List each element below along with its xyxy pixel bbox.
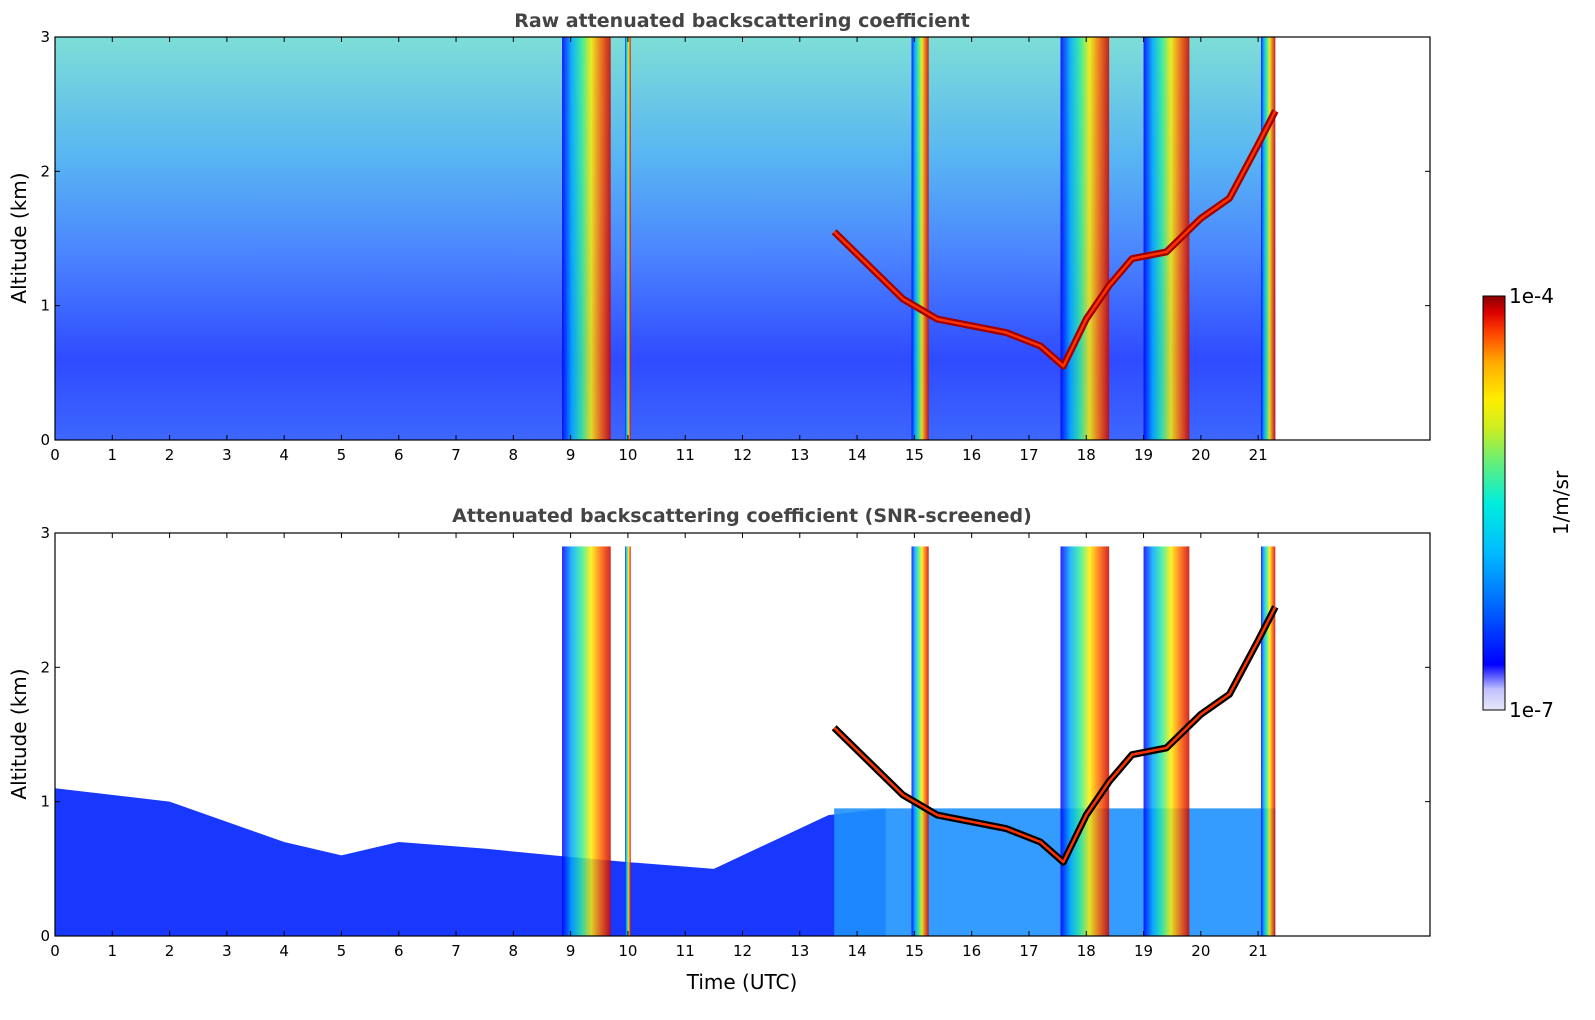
- precip-band-0: [562, 546, 611, 936]
- top-x-tick-label: 7: [451, 446, 461, 464]
- top-x-tick-label: 13: [790, 446, 809, 464]
- bottom-x-tick-label: 16: [962, 942, 981, 960]
- precip-band-1: [625, 546, 631, 936]
- bottom-y-tick-label: 2: [40, 658, 50, 676]
- bottom-x-tick-label: 3: [222, 942, 232, 960]
- colorbar-unit-label: 1/m/sr: [1549, 470, 1573, 535]
- top-x-tick-label: 9: [566, 446, 576, 464]
- afternoon-aerosol-region: [834, 808, 1276, 936]
- top-ylabel: Altitude (km): [7, 172, 31, 303]
- bottom-x-tick-label: 0: [50, 942, 60, 960]
- bottom-x-tick-label: 21: [1249, 942, 1268, 960]
- top-x-tick-label: 18: [1077, 446, 1096, 464]
- top-y-tick-label: 0: [40, 431, 50, 449]
- cloud-layer-core: [833, 606, 1277, 864]
- top-x-tick-label: 12: [733, 446, 752, 464]
- top-x-tick-label: 6: [394, 446, 404, 464]
- bottom-x-tick-label: 12: [733, 942, 752, 960]
- top-x-tick-label: 3: [222, 446, 232, 464]
- bottom-x-tick-label: 11: [676, 942, 695, 960]
- bottom-plot-area: [55, 546, 1279, 936]
- top-x-tick-label: 4: [279, 446, 289, 464]
- top-x-tick-label: 15: [905, 446, 924, 464]
- cloud-layer-core: [833, 110, 1277, 368]
- precip-band-0: [562, 37, 611, 440]
- bottom-x-tick-label: 13: [790, 942, 809, 960]
- precip-band-5: [1260, 546, 1276, 936]
- bottom-x-tick-label: 20: [1191, 942, 1210, 960]
- precip-band-4: [1143, 546, 1190, 936]
- bottom-x-tick-label: 14: [848, 942, 867, 960]
- bottom-x-tick-label: 4: [279, 942, 289, 960]
- top-title: Raw attenuated backscattering coefficien…: [514, 10, 970, 32]
- precip-band-5: [1260, 37, 1276, 440]
- bottom-x-tick-label: 1: [108, 942, 118, 960]
- colorbar: [1482, 295, 1506, 711]
- top-x-tick-label: 5: [337, 446, 347, 464]
- bottom-x-tick-label: 8: [509, 942, 519, 960]
- boundary-layer-region: [55, 788, 886, 936]
- bottom-x-tick-label: 6: [394, 942, 404, 960]
- top-x-tick-label: 16: [962, 446, 981, 464]
- precip-band-1: [625, 37, 631, 440]
- colorbar-max-label: 1e-4: [1509, 284, 1554, 308]
- top-y-tick-label: 2: [40, 162, 50, 180]
- precip-band-2: [911, 37, 929, 440]
- bottom-y-tick-label: 3: [40, 524, 50, 542]
- bottom-x-tick-label: 9: [566, 942, 576, 960]
- colorbar-min-label: 1e-7: [1509, 698, 1554, 722]
- bottom-x-tick-label: 15: [905, 942, 924, 960]
- bottom-x-tick-label: 17: [1019, 942, 1038, 960]
- top-x-tick-label: 10: [618, 446, 637, 464]
- bottom-xlabel: Time (UTC): [686, 970, 798, 994]
- bottom-title: Attenuated backscattering coefficient (S…: [452, 505, 1032, 527]
- bottom-x-tick-label: 18: [1077, 942, 1096, 960]
- bottom-x-tick-label: 2: [165, 942, 175, 960]
- bottom-x-tick-label: 7: [451, 942, 461, 960]
- top-y-tick-label: 3: [40, 28, 50, 46]
- bottom-x-tick-label: 10: [618, 942, 637, 960]
- bottom-y-tick-label: 1: [40, 793, 50, 811]
- precip-band-3: [1060, 37, 1110, 440]
- top-x-tick-label: 17: [1019, 446, 1038, 464]
- top-x-tick-label: 19: [1134, 446, 1153, 464]
- bottom-x-tick-label: 5: [337, 942, 347, 960]
- top-x-tick-label: 8: [509, 446, 519, 464]
- precip-band-2: [911, 546, 929, 936]
- top-x-tick-label: 0: [50, 446, 60, 464]
- top-x-tick-label: 1: [108, 446, 118, 464]
- top-y-tick-label: 1: [40, 297, 50, 315]
- bottom-x-tick-label: 19: [1134, 942, 1153, 960]
- top-x-tick-label: 20: [1191, 446, 1210, 464]
- top-plot-area: [55, 37, 1279, 440]
- precip-band-3: [1060, 546, 1110, 936]
- top-x-tick-label: 14: [848, 446, 867, 464]
- bottom-y-tick-label: 0: [40, 927, 50, 945]
- top-x-tick-label: 11: [676, 446, 695, 464]
- top-x-tick-label: 2: [165, 446, 175, 464]
- bottom-ylabel: Altitude (km): [7, 668, 31, 799]
- top-x-tick-label: 21: [1249, 446, 1268, 464]
